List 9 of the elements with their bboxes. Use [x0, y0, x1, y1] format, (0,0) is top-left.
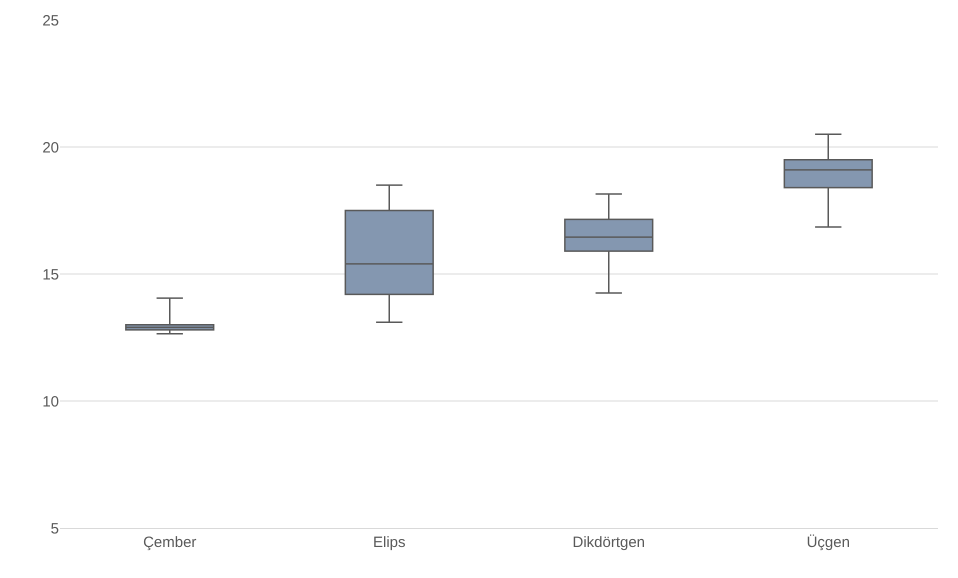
y-tick-label: 20 — [42, 139, 59, 156]
x-tick-label: Dikdörtgen — [572, 534, 646, 551]
x-tick-label: Üçgen — [806, 534, 850, 551]
x-tick-label: Çember — [143, 534, 196, 551]
y-tick-label: 15 — [42, 266, 59, 284]
y-tick-label: 25 — [42, 12, 59, 30]
y-tick-label: 10 — [42, 393, 59, 410]
y-tick-label: 5 — [50, 520, 59, 538]
x-tick-label: Elips — [372, 534, 406, 551]
